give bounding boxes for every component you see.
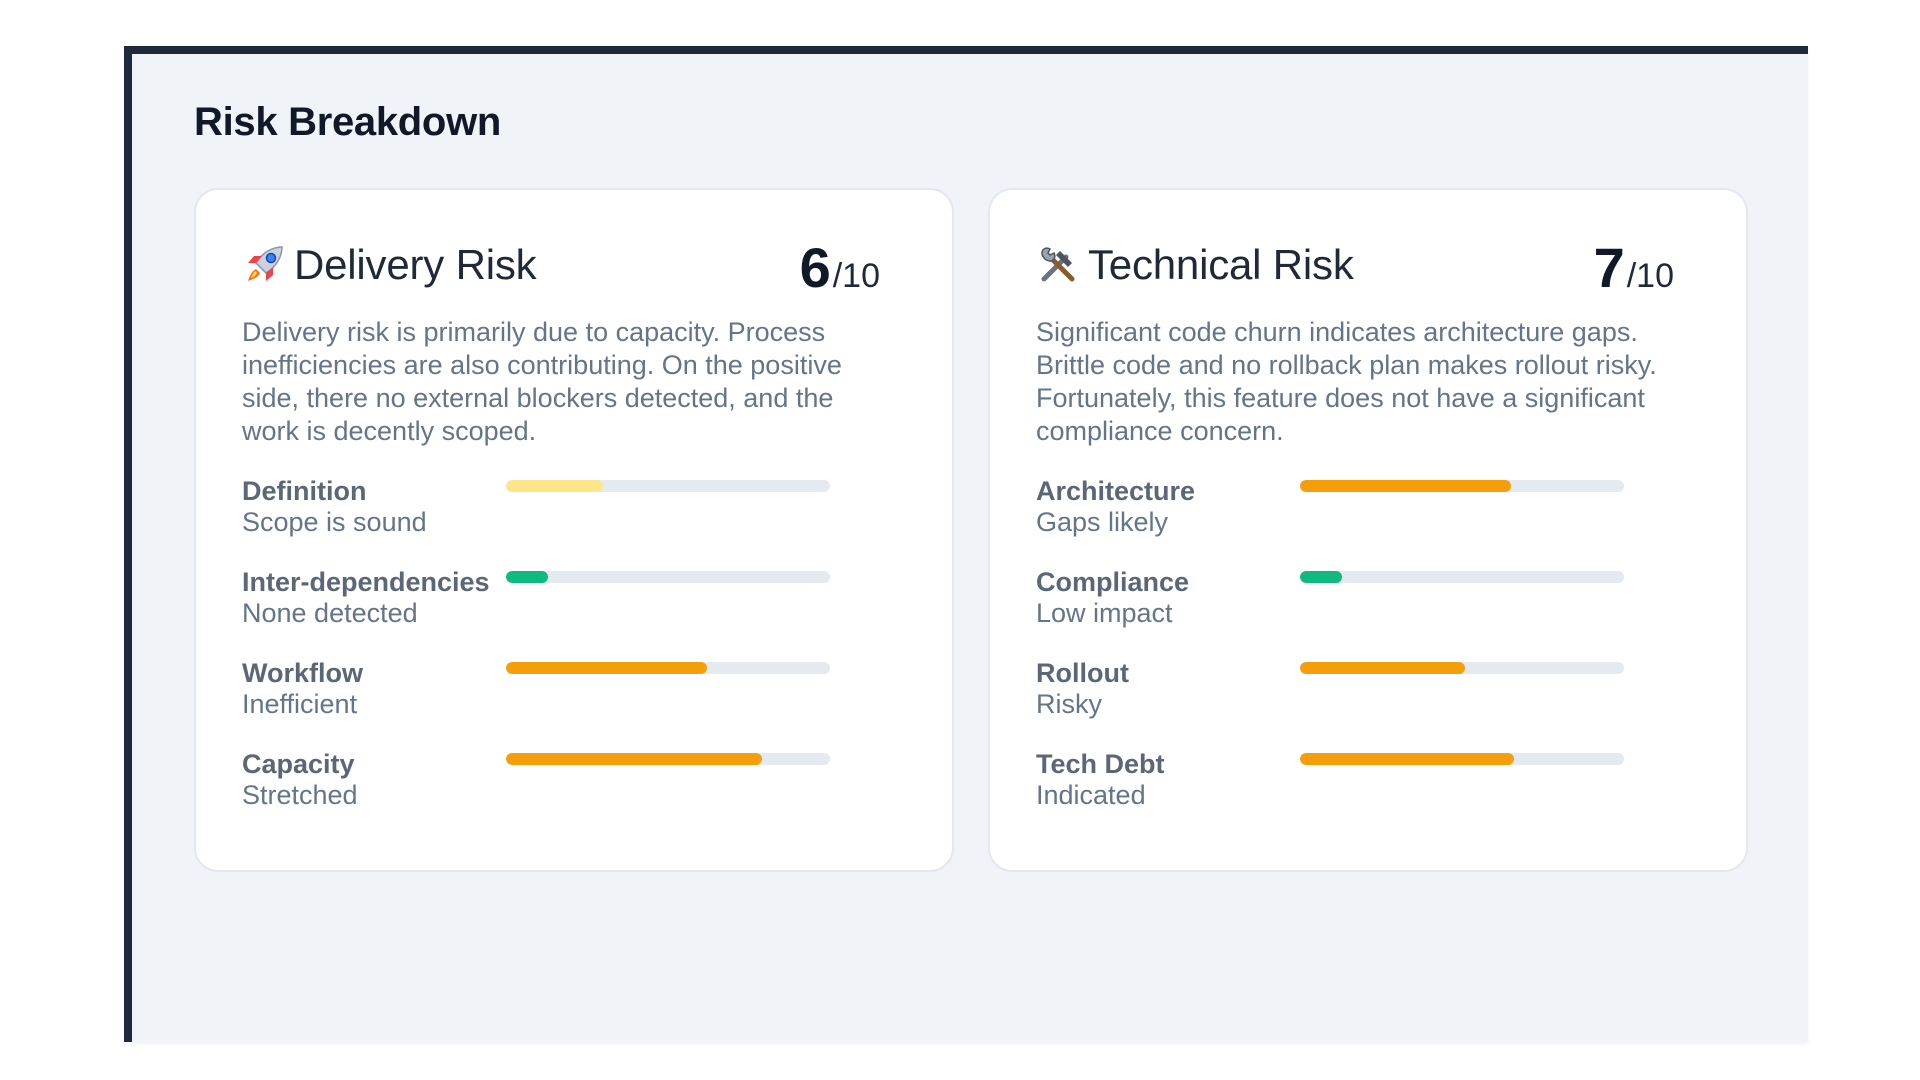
risk-bar-track	[506, 753, 830, 765]
metric-label: Capacity	[242, 749, 355, 779]
metric-label: Tech Debt	[1036, 749, 1165, 779]
risk-summary: Significant code churn indicates archite…	[1036, 317, 1657, 446]
technical-risk-card: Technical Risk 7 /10 Significant code ch…	[988, 188, 1748, 872]
metric-row: Workflow Inefficient	[242, 658, 880, 749]
metric-label: Workflow	[242, 658, 363, 688]
metric-label: Definition	[242, 476, 367, 506]
metric-status: Stretched	[242, 780, 358, 810]
score-value: 7	[1593, 236, 1625, 299]
score-value: 6	[799, 236, 831, 299]
metric-status: Indicated	[1036, 780, 1146, 810]
risk-bar-fill	[506, 753, 762, 765]
risk-bar-track	[1300, 571, 1624, 583]
card-title: Delivery Risk	[294, 241, 537, 288]
metric-status: Low impact	[1036, 598, 1173, 628]
risk-bar-track	[1300, 662, 1624, 674]
hammer-wrench-icon	[1036, 243, 1080, 287]
metric-status: Scope is sound	[242, 507, 427, 537]
metric-list: Definition Scope is sound Inter-dependen…	[242, 476, 880, 840]
metric-status: None detected	[242, 598, 418, 628]
risk-bar-fill	[1300, 480, 1511, 492]
metric-status: Risky	[1036, 689, 1102, 719]
rocket-icon	[242, 243, 286, 287]
risk-bar-fill	[506, 480, 604, 492]
delivery-risk-card: Delivery Risk 6 /10 Delivery risk is pri…	[194, 188, 954, 872]
metric-row: Architecture Gaps likely	[1036, 476, 1674, 567]
risk-bar-fill	[1300, 662, 1466, 674]
risk-bar-track	[1300, 480, 1624, 492]
metric-label: Inter-dependencies	[242, 567, 490, 597]
metric-row: Capacity Stretched	[242, 749, 880, 840]
risk-bar-track	[506, 662, 830, 674]
metric-row: Rollout Risky	[1036, 658, 1674, 749]
metric-label: Architecture	[1036, 476, 1196, 506]
metric-label: Rollout	[1036, 658, 1129, 688]
metric-row: Tech Debt Indicated	[1036, 749, 1674, 840]
score-total: /10	[1626, 257, 1674, 295]
page-title: Risk Breakdown	[194, 100, 502, 144]
risk-summary: Delivery risk is primarily due to capaci…	[242, 317, 842, 446]
metric-list: Architecture Gaps likely Compliance Low …	[1036, 476, 1674, 840]
metric-row: Definition Scope is sound	[242, 476, 880, 567]
score-total: /10	[832, 257, 880, 295]
metric-label: Compliance	[1036, 567, 1190, 597]
risk-score: 6 /10	[800, 238, 880, 298]
risk-bar-fill	[1300, 571, 1343, 583]
risk-bar-fill	[506, 662, 707, 674]
metric-status: Gaps likely	[1036, 507, 1169, 537]
risk-score: 7 /10	[1594, 238, 1674, 298]
card-header: Delivery Risk 6 /10	[242, 238, 880, 302]
metric-row: Inter-dependencies None detected	[242, 567, 880, 658]
risk-bar-fill	[1300, 753, 1514, 765]
risk-bar-fill	[506, 571, 549, 583]
metric-row: Compliance Low impact	[1036, 567, 1674, 658]
risk-bar-track	[506, 571, 830, 583]
risk-bar-track	[1300, 753, 1624, 765]
card-title: Technical Risk	[1088, 241, 1354, 288]
card-header: Technical Risk 7 /10	[1036, 238, 1674, 302]
metric-status: Inefficient	[242, 689, 358, 719]
risk-bar-track	[506, 480, 830, 492]
